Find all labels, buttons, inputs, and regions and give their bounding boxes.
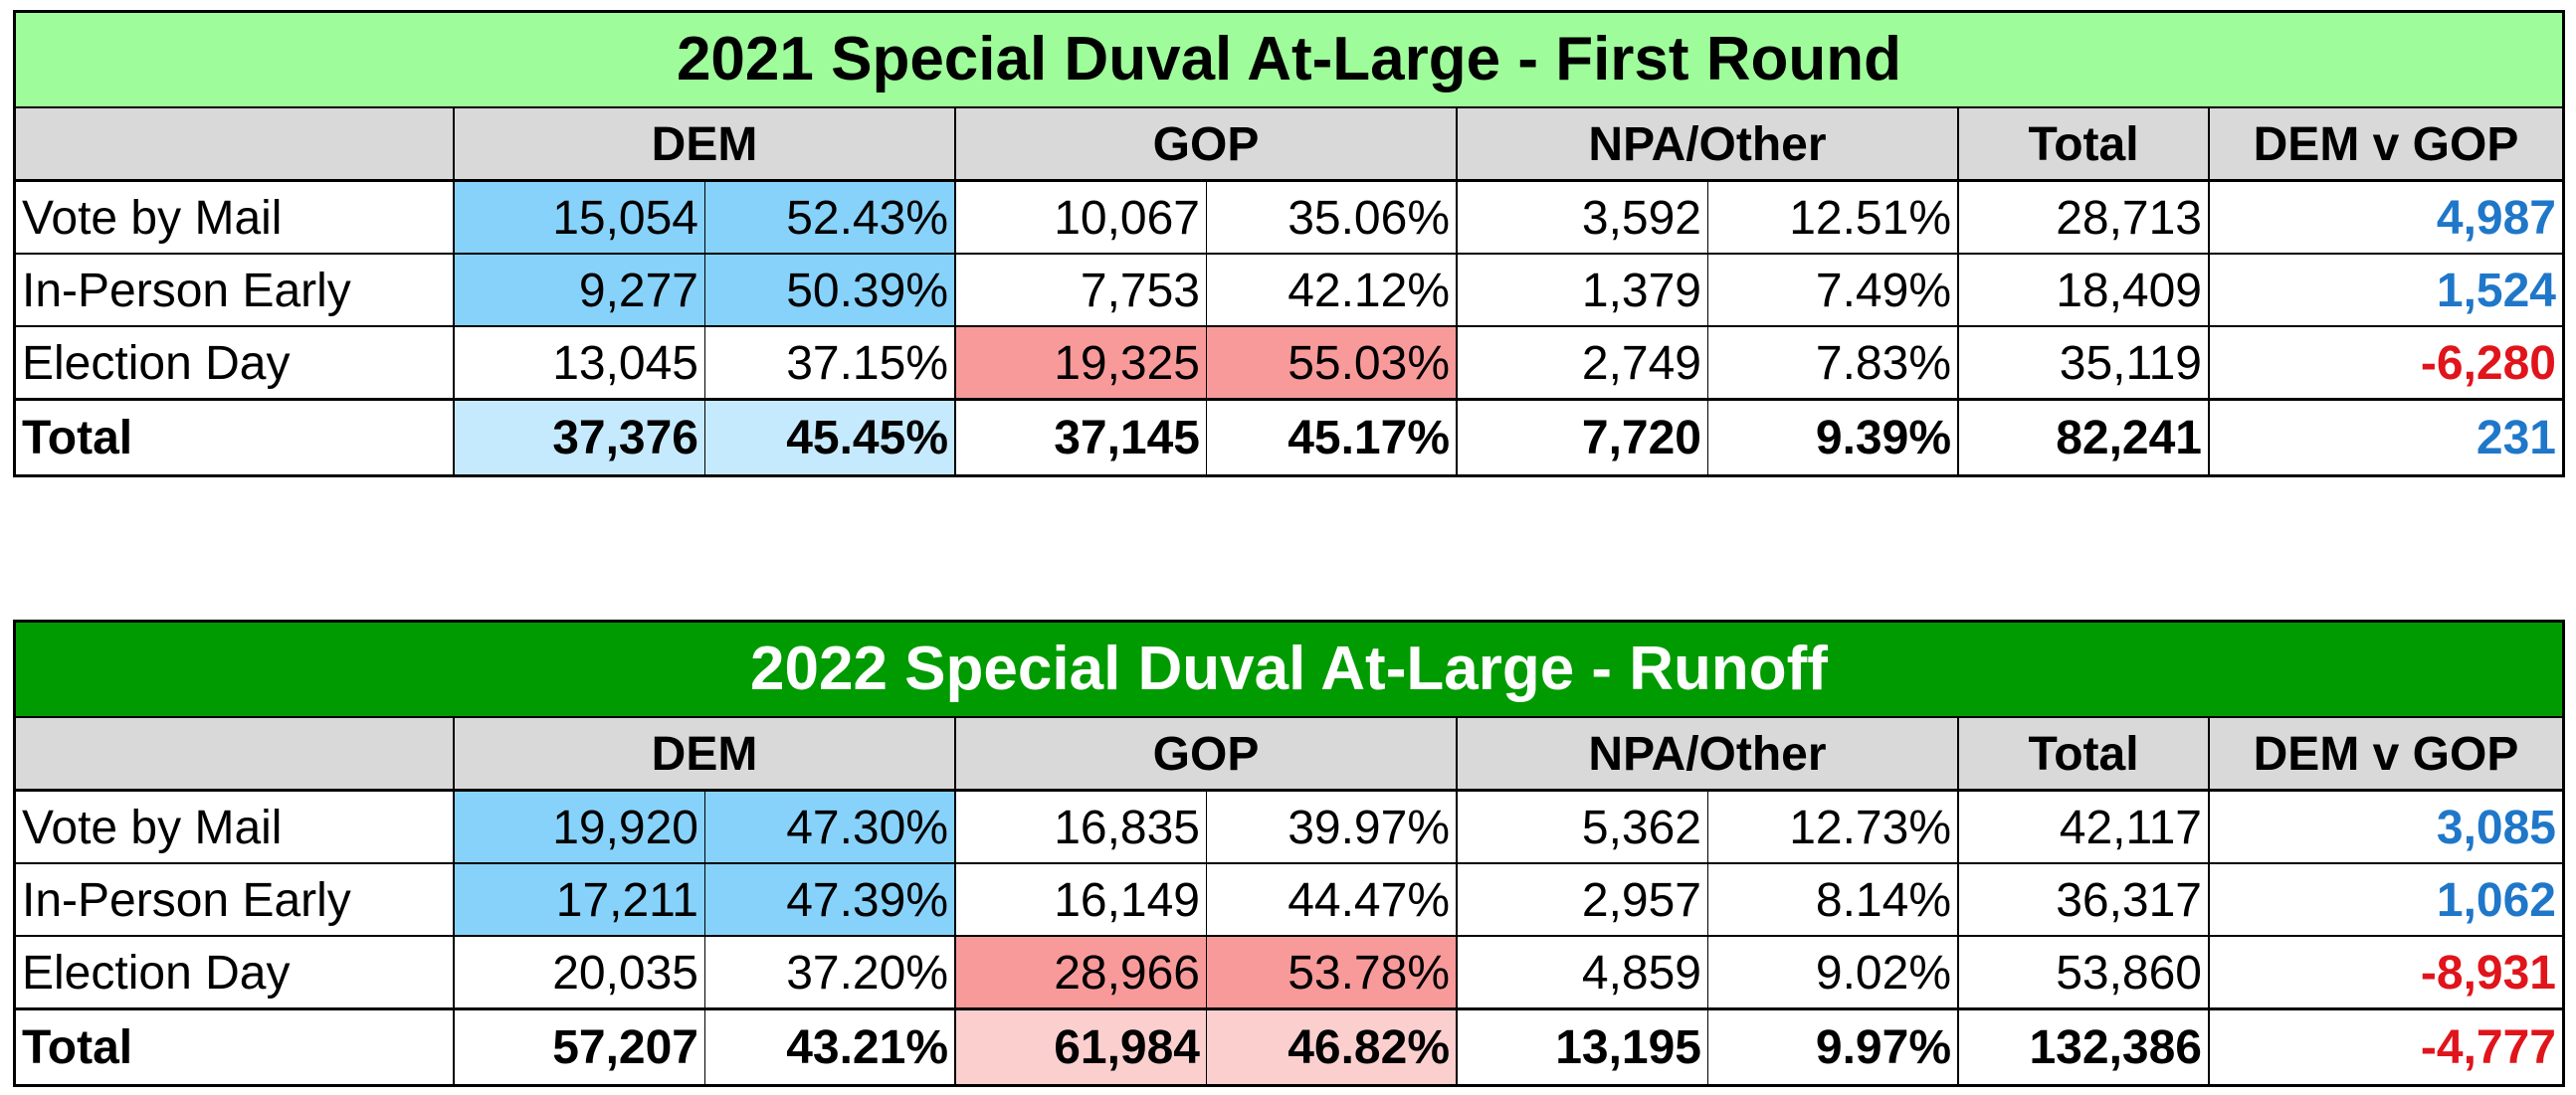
total-votes: 36,317	[1959, 864, 2210, 937]
header-npa: NPA/Other	[1458, 108, 1959, 182]
gop-pct: 55.03%	[1207, 327, 1458, 400]
dem-v-gop-margin: 231	[2210, 400, 2562, 474]
gop-votes: 28,966	[956, 937, 1207, 1009]
row-label: In-Person Early	[16, 864, 455, 937]
npa-votes: 7,720	[1458, 400, 1708, 474]
gop-pct: 35.06%	[1207, 182, 1458, 255]
dem-v-gop-margin: 4,987	[2210, 182, 2562, 255]
header-dem-v-gop: DEM v GOP	[2210, 108, 2562, 182]
results-grid: DEM GOP NPA/Other Total DEM v GOP Vote b…	[16, 108, 2562, 474]
dem-v-gop-margin: 3,085	[2210, 792, 2562, 864]
row-label: Election Day	[16, 327, 455, 400]
total-votes: 28,713	[1959, 182, 2210, 255]
dem-pct: 45.45%	[705, 400, 956, 474]
npa-votes: 4,859	[1458, 937, 1708, 1009]
header-gop: GOP	[956, 108, 1458, 182]
gop-votes: 61,984	[956, 1009, 1207, 1084]
gop-votes: 16,835	[956, 792, 1207, 864]
row-label: Vote by Mail	[16, 182, 455, 255]
dem-votes: 15,054	[455, 182, 705, 255]
dem-pct: 52.43%	[705, 182, 956, 255]
npa-pct: 7.49%	[1708, 255, 1959, 327]
row-label: Total	[16, 400, 455, 474]
row-label: Total	[16, 1009, 455, 1084]
table-title: 2021 Special Duval At-Large - First Roun…	[16, 13, 2562, 108]
dem-votes: 17,211	[455, 864, 705, 937]
npa-votes: 2,957	[1458, 864, 1708, 937]
dem-votes: 13,045	[455, 327, 705, 400]
gop-votes: 7,753	[956, 255, 1207, 327]
header-blank	[16, 718, 455, 792]
gop-pct: 53.78%	[1207, 937, 1458, 1009]
dem-pct: 50.39%	[705, 255, 956, 327]
npa-pct: 9.97%	[1708, 1009, 1959, 1084]
dem-pct: 47.39%	[705, 864, 956, 937]
npa-pct: 7.83%	[1708, 327, 1959, 400]
row-label: In-Person Early	[16, 255, 455, 327]
dem-pct: 37.20%	[705, 937, 956, 1009]
first-round-table: 2021 Special Duval At-Large - First Roun…	[13, 10, 2565, 477]
gop-votes: 10,067	[956, 182, 1207, 255]
gop-pct: 44.47%	[1207, 864, 1458, 937]
header-dem-v-gop: DEM v GOP	[2210, 718, 2562, 792]
header-blank	[16, 108, 455, 182]
gop-votes: 19,325	[956, 327, 1207, 400]
npa-votes: 2,749	[1458, 327, 1708, 400]
dem-pct: 37.15%	[705, 327, 956, 400]
npa-pct: 9.02%	[1708, 937, 1959, 1009]
npa-votes: 3,592	[1458, 182, 1708, 255]
dem-v-gop-margin: 1,062	[2210, 864, 2562, 937]
dem-votes: 9,277	[455, 255, 705, 327]
gop-pct: 46.82%	[1207, 1009, 1458, 1084]
gop-votes: 16,149	[956, 864, 1207, 937]
npa-votes: 1,379	[1458, 255, 1708, 327]
dem-v-gop-margin: -4,777	[2210, 1009, 2562, 1084]
header-total: Total	[1959, 718, 2210, 792]
dem-votes: 37,376	[455, 400, 705, 474]
npa-pct: 8.14%	[1708, 864, 1959, 937]
header-dem: DEM	[455, 718, 956, 792]
header-total: Total	[1959, 108, 2210, 182]
dem-votes: 20,035	[455, 937, 705, 1009]
header-dem: DEM	[455, 108, 956, 182]
total-votes: 35,119	[1959, 327, 2210, 400]
npa-pct: 9.39%	[1708, 400, 1959, 474]
row-label: Vote by Mail	[16, 792, 455, 864]
dem-votes: 57,207	[455, 1009, 705, 1084]
table-title: 2022 Special Duval At-Large - Runoff	[16, 623, 2562, 718]
gop-pct: 39.97%	[1207, 792, 1458, 864]
npa-pct: 12.51%	[1708, 182, 1959, 255]
total-votes: 53,860	[1959, 937, 2210, 1009]
total-votes: 42,117	[1959, 792, 2210, 864]
dem-pct: 47.30%	[705, 792, 956, 864]
runoff-table: 2022 Special Duval At-Large - Runoff DEM…	[13, 620, 2565, 1087]
dem-v-gop-margin: -6,280	[2210, 327, 2562, 400]
npa-votes: 13,195	[1458, 1009, 1708, 1084]
gop-votes: 37,145	[956, 400, 1207, 474]
dem-v-gop-margin: -8,931	[2210, 937, 2562, 1009]
dem-v-gop-margin: 1,524	[2210, 255, 2562, 327]
header-gop: GOP	[956, 718, 1458, 792]
total-votes: 18,409	[1959, 255, 2210, 327]
npa-pct: 12.73%	[1708, 792, 1959, 864]
results-grid: DEM GOP NPA/Other Total DEM v GOP Vote b…	[16, 718, 2562, 1084]
total-votes: 132,386	[1959, 1009, 2210, 1084]
total-votes: 82,241	[1959, 400, 2210, 474]
gop-pct: 45.17%	[1207, 400, 1458, 474]
row-label: Election Day	[16, 937, 455, 1009]
gop-pct: 42.12%	[1207, 255, 1458, 327]
header-npa: NPA/Other	[1458, 718, 1959, 792]
npa-votes: 5,362	[1458, 792, 1708, 864]
dem-pct: 43.21%	[705, 1009, 956, 1084]
dem-votes: 19,920	[455, 792, 705, 864]
